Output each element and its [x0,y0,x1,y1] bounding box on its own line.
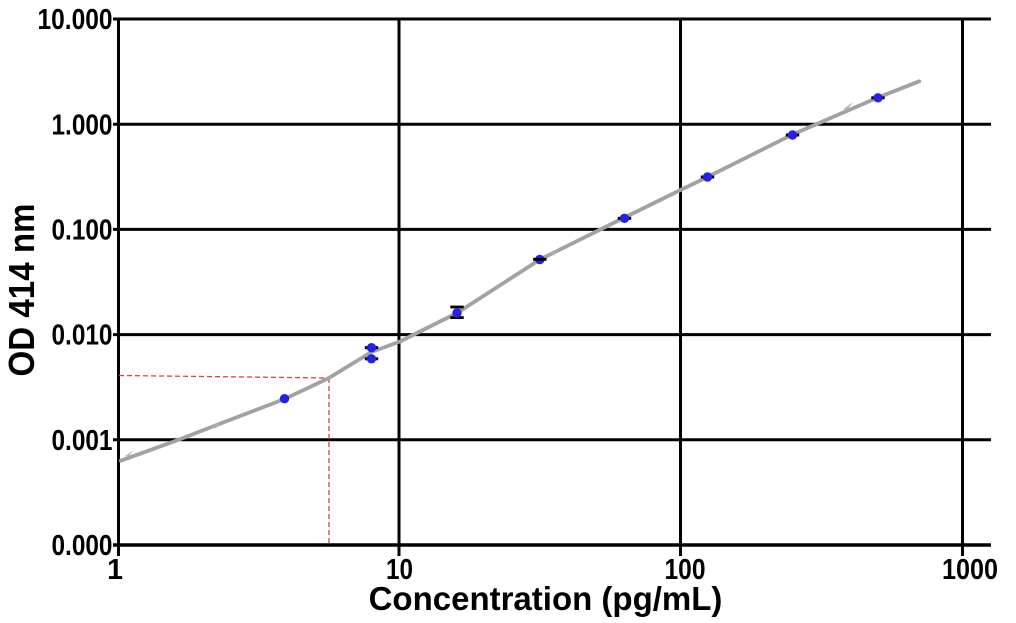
svg-text:1: 1 [107,554,123,586]
svg-text:0.100: 0.100 [52,215,113,247]
svg-text:0.001: 0.001 [52,425,113,457]
svg-text:0.000: 0.000 [52,530,113,562]
svg-text:1000: 1000 [942,554,998,586]
svg-text:Concentration (pg/mL): Concentration (pg/mL) [369,580,723,617]
svg-text:10.000: 10.000 [38,4,113,36]
svg-text:OD 414 nm: OD 414 nm [1,204,42,377]
svg-text:1.000: 1.000 [52,109,113,141]
svg-text:100: 100 [665,554,706,586]
svg-text:0.010: 0.010 [52,320,113,352]
svg-text:10: 10 [386,554,413,586]
